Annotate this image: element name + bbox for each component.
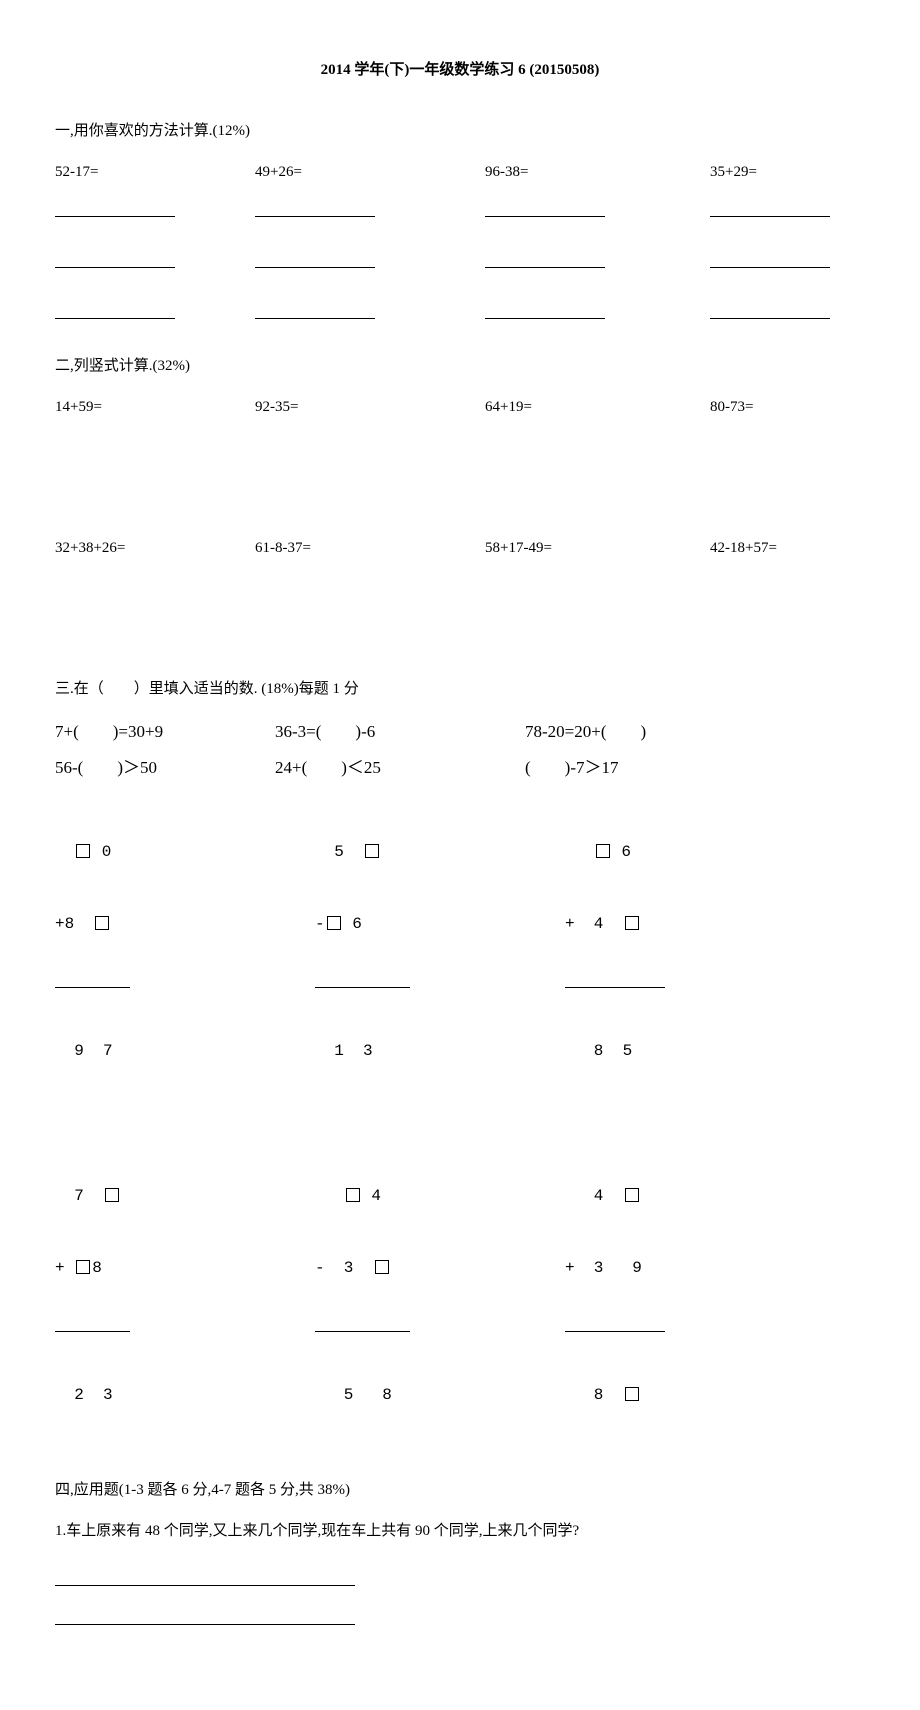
answer-blank [485, 305, 605, 319]
answer-blank [255, 254, 375, 268]
vertical-calc-row1: 0 +8 9 7 5 - 6 1 3 6 + 4 8 5 [55, 792, 865, 1111]
problem-cell: 32+38+26= [55, 538, 255, 559]
problem-cell: 49+26= [255, 162, 485, 183]
answer-line [55, 1572, 355, 1586]
section2-header: 二,列竖式计算.(32%) [55, 356, 865, 377]
problem-cell: 64+19= [485, 397, 710, 418]
vertical-calc: 4 - 3 5 8 [315, 1136, 410, 1455]
vertical-calc: 7 + 8 2 3 [55, 1136, 130, 1455]
answer-blank [485, 203, 605, 217]
answer-blank [710, 305, 830, 319]
answer-blank [55, 305, 175, 319]
section4-header: 四,应用题(1-3 题各 6 分,4-7 题各 5 分,共 38%) [55, 1480, 865, 1501]
problem-cell: 92-35= [255, 397, 485, 418]
answer-blank [710, 203, 830, 217]
vertical-calc: 0 +8 9 7 [55, 792, 130, 1111]
fill-blank-cell: 7+( )=30+9 [55, 720, 275, 744]
section1-problems: 52-17= 49+26= 96-38= 35+29= [55, 162, 865, 183]
word-problem-1: 1.车上原来有 48 个同学,又上来几个同学,现在车上共有 90 个同学,上来几… [55, 1521, 865, 1542]
section3-header: 三.在（ ）里填入适当的数. (18%)每题 1 分 [55, 679, 865, 700]
fill-blank-cell: 24+( )＜25 [275, 756, 525, 780]
section2-row1: 14+59= 92-35= 64+19= 80-73= [55, 397, 865, 418]
problem-cell: 96-38= [485, 162, 710, 183]
answer-blank [485, 254, 605, 268]
section1-header: 一,用你喜欢的方法计算.(12%) [55, 121, 865, 142]
section2-row2: 32+38+26= 61-8-37= 58+17-49= 42-18+57= [55, 538, 865, 559]
section3-row2: 56-( )＞50 24+( )＜25 ( )-7＞17 [55, 756, 865, 780]
answer-blank [255, 305, 375, 319]
answer-blank [55, 254, 175, 268]
problem-cell: 35+29= [710, 162, 865, 183]
problem-cell: 14+59= [55, 397, 255, 418]
section3-row1: 7+( )=30+9 36-3=( )-6 78-20=20+( ) [55, 720, 865, 744]
answer-blank [710, 254, 830, 268]
blank-row [55, 203, 865, 224]
fill-blank-cell: 56-( )＞50 [55, 756, 275, 780]
fill-blank-cell: 78-20=20+( ) [525, 720, 865, 744]
problem-cell: 61-8-37= [255, 538, 485, 559]
problem-cell: 80-73= [710, 397, 865, 418]
vertical-calc: 5 - 6 1 3 [315, 792, 410, 1111]
problem-cell: 52-17= [55, 162, 255, 183]
problem-cell: 58+17-49= [485, 538, 710, 559]
worksheet-title: 2014 学年(下)一年级数学练习 6 (20150508) [55, 60, 865, 81]
vertical-calc: 4 + 3 9 8 [565, 1136, 665, 1455]
answer-line [55, 1611, 355, 1625]
blank-row [55, 254, 865, 275]
problem-cell: 42-18+57= [710, 538, 865, 559]
fill-blank-cell: 36-3=( )-6 [275, 720, 525, 744]
answer-blank [55, 203, 175, 217]
fill-blank-cell: ( )-7＞17 [525, 756, 865, 780]
blank-row [55, 305, 865, 326]
answer-blank [255, 203, 375, 217]
vertical-calc: 6 + 4 8 5 [565, 792, 665, 1111]
vertical-calc-row2: 7 + 8 2 3 4 - 3 5 8 4 + 3 9 8 [55, 1136, 865, 1455]
